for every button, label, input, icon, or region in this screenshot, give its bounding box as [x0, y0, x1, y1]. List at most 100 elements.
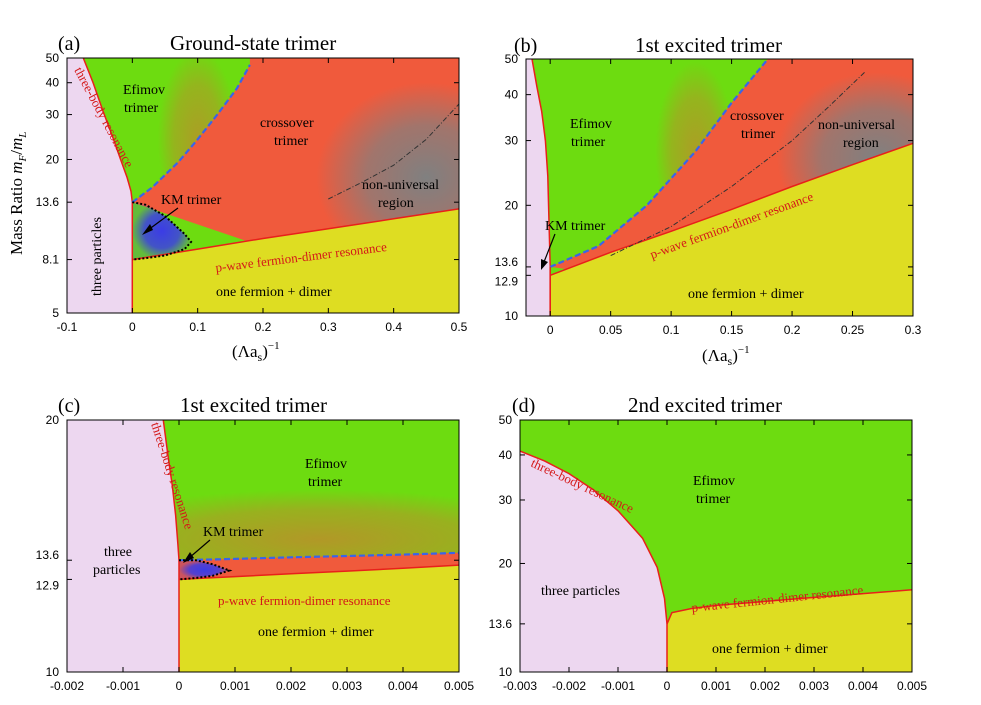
x-tick-label: 0.005: [444, 679, 474, 693]
x-tick-label: 0.004: [388, 679, 418, 693]
panel-d-three-particles-label: three particles: [541, 584, 620, 599]
x-tick-label: 0.001: [220, 679, 250, 693]
fermion-dimer-region-fill: [179, 565, 459, 672]
x-tick-label: 0: [176, 679, 183, 693]
x-tick-label: -0.002: [50, 679, 84, 693]
y-tick-label: 12.9: [495, 274, 519, 288]
x-tick-label: 0.1: [663, 323, 680, 337]
panel-a-ticks: -0.1 0 0.1 0.2 0.3 0.4 0.5 5 8.1 13.6 20 30 40 50: [36, 51, 468, 334]
panel-a-efimov-label-2: trimer: [124, 101, 159, 116]
y-tick-label: 40: [499, 448, 513, 462]
panel-b-curves: [531, 59, 913, 316]
panel-a-xlabel: (Λas)−1: [232, 340, 280, 364]
panel-b-regions: [526, 59, 913, 316]
y-tick-label: 13.6: [495, 255, 519, 269]
crossover-boundary-curve: [131, 64, 251, 204]
panel-b-frame: [525, 58, 914, 317]
x-tick-label: 0.005: [897, 679, 927, 693]
y-axis-label: Mass Ratio mF/mL: [7, 132, 29, 255]
y-tick-label: 50: [46, 51, 60, 65]
panel-a-regions: [67, 58, 459, 313]
panel-b-ticks: 0 0.05 0.1 0.15 0.2 0.25 0.3 10 12.9 13.6 20 30 40 50: [495, 52, 922, 337]
y-tick-label: 12.9: [36, 578, 60, 592]
panel-a-efimov-label-1: Efimov: [123, 83, 165, 98]
panel-c-km-arrow: [188, 539, 211, 559]
x-tick-label: 0.004: [848, 679, 878, 693]
x-tick-label: -0.1: [57, 320, 78, 334]
panel-c-ticks: -0.002 -0.001 0 0.001 0.002 0.003 0.004 0.005 10…: [36, 413, 475, 693]
three-body-resonance-curve: [520, 450, 668, 672]
y-tick-label: 30: [46, 108, 60, 122]
panel-b-km-label: KM trimer: [545, 219, 606, 234]
panel-c-fermion-dimer-label: one fermion + dimer: [258, 625, 374, 640]
y-tick-label: 40: [505, 88, 519, 102]
panel-a-nonuniv-label-2: region: [378, 196, 414, 211]
x-tick-label: 0.3: [320, 320, 337, 334]
x-tick-label: 0.002: [276, 679, 306, 693]
km-boundary-curve: [132, 201, 193, 261]
three-particles-region: [67, 420, 179, 672]
non-universal-boundary-curve: [328, 103, 459, 200]
x-tick-label: -0.003: [503, 679, 537, 693]
panel-b-crossover-label-2: trimer: [741, 127, 776, 142]
y-tick-label: 40: [46, 76, 60, 90]
y-tick-label: 5: [52, 306, 59, 320]
panel-a: -0.1 0 0.1 0.2 0.3 0.4 0.5 5 8.1 13.6 20 30 40 50 (a)…: [7, 31, 468, 364]
x-tick-label: 0.25: [841, 323, 865, 337]
panel-c-efimov-label-1: Efimov: [305, 457, 347, 472]
y-tick-label: 13.6: [36, 548, 60, 562]
fermion-dimer-region-fill: [550, 143, 913, 316]
panel-c: -0.002 -0.001 0 0.001 0.002 0.003 0.004 0.005 10…: [36, 393, 475, 693]
panel-b-crossover-label-1: crossover: [730, 109, 784, 124]
y-tick-label: 50: [499, 413, 513, 427]
panel-d-efimov-label-2: trimer: [696, 492, 731, 507]
panel-b-km-arrow: [543, 233, 556, 263]
three-body-resonance-curve: [531, 59, 551, 316]
x-tick-label: 0.003: [799, 679, 829, 693]
panel-c-three-label-2: particles: [93, 563, 140, 578]
three-particles-region: [526, 59, 551, 316]
x-tick-label: 0: [547, 323, 554, 337]
x-tick-label: 0: [129, 320, 136, 334]
pwave-resonance-curve: [132, 208, 459, 261]
panel-c-label: (c): [58, 395, 80, 417]
panel-a-crossover-label-1: crossover: [260, 116, 314, 131]
panel-b-nonuniv-label-2: region: [843, 136, 879, 151]
y-tick-label: 20: [46, 152, 60, 166]
panel-a-km-label: KM trimer: [161, 193, 222, 208]
x-tick-label: -0.001: [106, 679, 140, 693]
y-tick-label: 8.1: [42, 253, 59, 267]
x-tick-label: 0.05: [599, 323, 623, 337]
panel-b: 0 0.05 0.1 0.15 0.2 0.25 0.3 10 12.9 13.6 20 30 40 50…: [495, 33, 922, 368]
y-tick-label: 20: [46, 413, 60, 427]
panel-a-fermion-dimer-label: one fermion + dimer: [216, 285, 332, 300]
panel-a-label: (a): [58, 33, 80, 55]
three-particles-region: [520, 451, 667, 672]
panel-a-crossover-label-2: trimer: [274, 134, 309, 149]
panel-a-three-particles-label: three particles: [90, 217, 105, 296]
panel-b-nonuniv-label-1: non-universal: [818, 118, 895, 133]
y-tick-label: 10: [505, 309, 519, 323]
x-tick-label: 0.2: [255, 320, 272, 334]
panel-d: -0.003 -0.002 -0.001 0 0.001 0.002 0.003 0.004 0…: [489, 393, 928, 693]
km-region: [132, 202, 192, 260]
crossover-fade: [655, 61, 736, 242]
x-tick-label: 0.003: [332, 679, 362, 693]
pwave-resonance-curve: [666, 589, 912, 625]
panel-b-km-arrowhead: [541, 259, 548, 270]
x-tick-label: 0.001: [701, 679, 731, 693]
y-tick-label: 30: [505, 134, 519, 148]
panel-a-nonuniv-label-1: non-universal: [362, 178, 439, 193]
panel-c-km-label: KM trimer: [203, 525, 264, 540]
y-tick-label: 50: [505, 52, 519, 66]
x-tick-label: -0.001: [601, 679, 635, 693]
y-tick-label: 20: [505, 198, 519, 212]
y-tick-label: 10: [499, 665, 513, 679]
y-tick-label: 13.6: [489, 617, 513, 631]
crossover-boundary-curve: [178, 551, 459, 562]
x-tick-label: 0.15: [720, 323, 744, 337]
panel-c-frame: [66, 419, 460, 673]
x-tick-label: 0.3: [905, 323, 922, 337]
panel-c-pwave-label: p-wave fermion-dimer resonance: [218, 593, 391, 608]
km-boundary-curve: [178, 559, 233, 581]
